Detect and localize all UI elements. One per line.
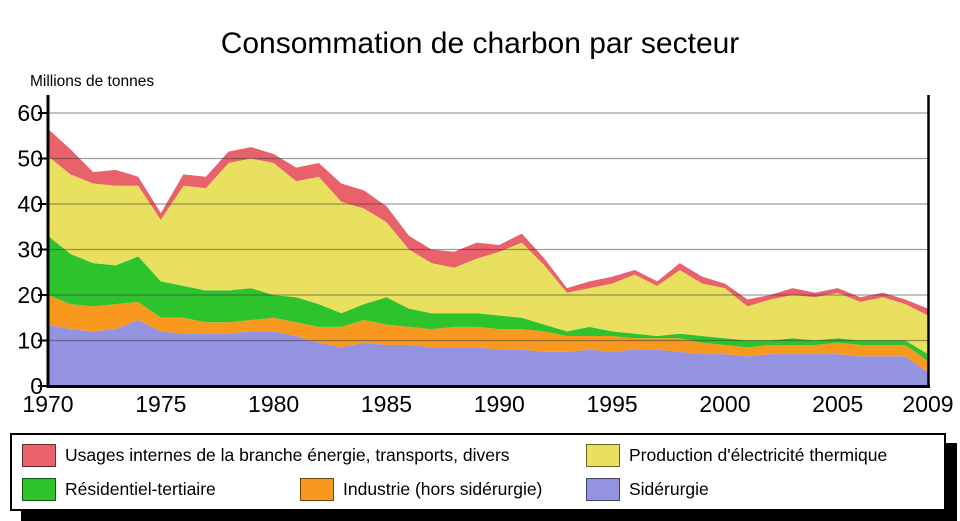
page-title: Consommation de charbon par secteur bbox=[220, 27, 740, 60]
legend: Usages internes de la branche énergie, t… bbox=[10, 433, 946, 511]
x-tick-label-1990: 1990 bbox=[474, 391, 525, 417]
stacked-area-chart: 0 10 20 30 40 50 60 1970 1975 1980 1985 1990 1995 200… bbox=[17, 95, 954, 417]
legend-label-electricite: Production d'électricité thermique bbox=[629, 445, 888, 465]
area-residentiel bbox=[48, 235, 928, 361]
y-axis-unit-label: Millions de tonnes bbox=[30, 73, 155, 90]
legend-label-industrie: Industrie (hors sidérurgie) bbox=[343, 479, 543, 499]
y-tick-label-40: 40 bbox=[17, 191, 43, 217]
legend-item-residentiel: Résidentiel-tertiaire bbox=[22, 478, 216, 501]
legend-label-usages: Usages internes de la branche énergie, t… bbox=[65, 445, 510, 465]
x-tick-label-1995: 1995 bbox=[587, 391, 638, 417]
x-tick-label-2005: 2005 bbox=[812, 391, 863, 417]
area-industrie bbox=[48, 295, 928, 373]
y-tick-label-50: 50 bbox=[17, 146, 43, 172]
y-tick-label-0: 0 bbox=[30, 373, 43, 399]
x-tick-label-1970: 1970 bbox=[22, 391, 73, 417]
legend-swatch-industrie bbox=[300, 478, 334, 501]
legend-item-electricite: Production d'électricité thermique bbox=[586, 444, 887, 467]
legend-swatch-residentiel bbox=[22, 478, 56, 501]
area-siderurgie bbox=[48, 320, 928, 386]
x-tick-label-1980: 1980 bbox=[248, 391, 299, 417]
legend-item-usages: Usages internes de la branche énergie, t… bbox=[22, 444, 510, 467]
x-tick-label-1985: 1985 bbox=[361, 391, 412, 417]
legend-label-residentiel: Résidentiel-tertiaire bbox=[65, 479, 216, 499]
legend-item-industrie: Industrie (hors sidérurgie) bbox=[300, 478, 542, 501]
y-tick-label-10: 10 bbox=[17, 328, 43, 354]
legend-swatch-siderurgie bbox=[586, 478, 620, 501]
legend-label-siderurgie: Sidérurgie bbox=[629, 479, 709, 499]
legend-swatch-electricite bbox=[586, 444, 620, 467]
x-tick-label-2009: 2009 bbox=[902, 391, 953, 417]
x-tick-label-2000: 2000 bbox=[699, 391, 750, 417]
y-tick-label-60: 60 bbox=[17, 100, 43, 126]
x-tick-label-1975: 1975 bbox=[135, 391, 186, 417]
y-tick-label-30: 30 bbox=[17, 237, 43, 263]
y-tick-label-20: 20 bbox=[17, 282, 43, 308]
legend-swatch-usages bbox=[22, 444, 56, 467]
legend-item-siderurgie: Sidérurgie bbox=[586, 478, 709, 501]
